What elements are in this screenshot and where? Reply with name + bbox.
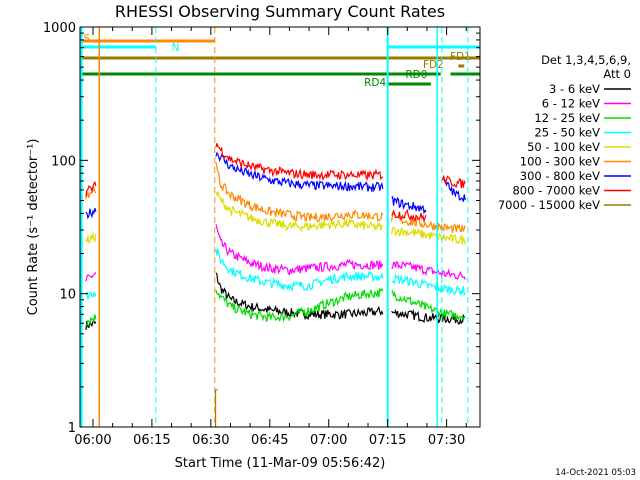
date-stamp: 14-Oct-2021 05:03 bbox=[555, 468, 636, 478]
series-line bbox=[85, 320, 97, 330]
y-axis-label: Count Rate (s⁻¹ detector⁻¹) bbox=[26, 139, 41, 316]
legend-label: 50 - 100 keV bbox=[527, 140, 600, 154]
x-tick-label: 06:45 bbox=[251, 433, 288, 448]
flag-label-rd0: RD0 bbox=[405, 69, 427, 81]
legend-label: 3 - 6 keV bbox=[549, 82, 600, 96]
series-line bbox=[391, 195, 427, 215]
series-line bbox=[215, 151, 384, 193]
plot-frame bbox=[79, 26, 481, 428]
series-line bbox=[215, 272, 384, 321]
series-line bbox=[215, 224, 384, 276]
series-line bbox=[85, 271, 97, 282]
legend-label: 300 - 800 keV bbox=[520, 169, 600, 183]
series-line bbox=[85, 314, 97, 326]
series-line bbox=[85, 185, 97, 200]
x-tick-label: 07:15 bbox=[369, 433, 406, 448]
legend-label: 12 - 25 keV bbox=[534, 111, 600, 125]
legend-label: 100 - 300 keV bbox=[520, 155, 600, 169]
legend-label: 7000 - 15000 keV bbox=[498, 198, 600, 212]
x-tick-label: 06:30 bbox=[192, 433, 229, 448]
y-tick-label: 100 bbox=[51, 154, 76, 169]
series-line bbox=[85, 233, 97, 244]
x-tick-label: 06:00 bbox=[74, 433, 111, 448]
flag-label-fd1: FD1 bbox=[450, 51, 471, 63]
series-line bbox=[215, 247, 384, 292]
flag-label-n: N bbox=[172, 42, 180, 54]
series-line bbox=[391, 226, 466, 245]
series-line bbox=[391, 273, 466, 296]
flag-label-rd4: RD4 bbox=[364, 77, 386, 89]
x-tick-label: 07:30 bbox=[428, 433, 465, 448]
x-tick-label: 07:00 bbox=[310, 433, 347, 448]
series-lines bbox=[85, 143, 466, 427]
flag-label-fd2: FD2 bbox=[423, 59, 444, 71]
legend-label: 25 - 50 keV bbox=[534, 126, 600, 140]
series-line bbox=[391, 213, 466, 233]
y-axis: 1 10 100 1000 bbox=[43, 21, 480, 436]
legend-label: 6 - 12 keV bbox=[542, 97, 600, 111]
flag-label-s: S bbox=[84, 33, 91, 45]
series-line bbox=[215, 161, 384, 223]
series-line bbox=[442, 175, 466, 189]
series-line bbox=[391, 208, 427, 224]
series-line bbox=[85, 291, 97, 300]
series-line bbox=[85, 180, 97, 197]
legend-label: 800 - 7000 keV bbox=[512, 184, 600, 198]
y-tick-label: 10 bbox=[59, 288, 76, 303]
series-line bbox=[214, 389, 218, 427]
y-tick-label: 1000 bbox=[43, 21, 76, 36]
x-axis: 06:00 06:15 06:30 06:45 07:00 07:15 07:30 bbox=[74, 27, 467, 448]
series-line bbox=[442, 174, 466, 202]
event-lines bbox=[80, 27, 469, 427]
series-line bbox=[215, 191, 384, 233]
x-axis-label: Start Time (11-Mar-09 05:56:42) bbox=[175, 456, 386, 471]
series-line bbox=[215, 143, 384, 182]
legend-att: Att 0 bbox=[603, 67, 631, 81]
series-line bbox=[391, 289, 466, 323]
series-line bbox=[215, 287, 384, 323]
chart-title: RHESSI Observing Summary Count Rates bbox=[115, 2, 445, 21]
series-line bbox=[85, 208, 97, 220]
x-tick-label: 06:15 bbox=[133, 433, 170, 448]
legend-header: Det 1,3,4,5,6,9, bbox=[541, 53, 631, 67]
series-line bbox=[391, 261, 466, 280]
y-tick-label: 1 bbox=[68, 421, 76, 436]
